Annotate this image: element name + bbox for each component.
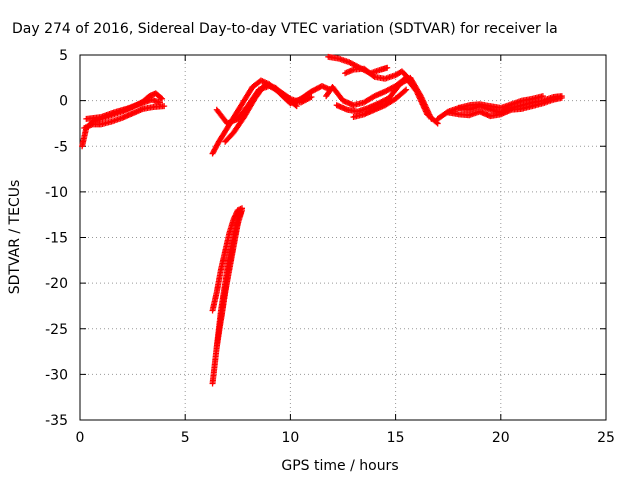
series-arc-18 — [217, 220, 241, 323]
data-series — [79, 53, 565, 387]
x-axis-label: GPS time / hours — [281, 458, 398, 474]
x-tick-label: 10 — [281, 430, 299, 446]
series-arc-3 — [83, 96, 163, 122]
data-point — [539, 93, 546, 100]
series-arc-9 — [325, 53, 391, 77]
x-tick-label: 0 — [76, 430, 85, 446]
y-tick-label: -20 — [45, 276, 68, 292]
y-tick-label: -30 — [45, 367, 68, 383]
x-tick-label: 20 — [492, 430, 510, 446]
axis-ticks: 0 5 10 15 20 25 5 0 -5 -10 -15 -20 -25 -30 -35 — [45, 48, 615, 446]
data-point — [234, 220, 241, 227]
y-tick-label: -5 — [54, 139, 68, 155]
data-point — [158, 94, 165, 101]
x-tick-label: 5 — [181, 430, 190, 446]
data-point — [308, 93, 315, 100]
data-point — [558, 94, 565, 101]
data-point — [384, 64, 391, 71]
y-tick-label: 0 — [59, 94, 68, 110]
chart-title: Day 274 of 2016, Sidereal Day-to-day VTE… — [12, 21, 558, 37]
series-arc-11 — [350, 86, 410, 121]
y-tick-label: -25 — [45, 322, 68, 338]
data-point — [401, 87, 408, 94]
y-tick-label: -35 — [45, 413, 68, 429]
data-point — [159, 95, 166, 102]
series-arc-6 — [222, 81, 300, 145]
data-point — [156, 99, 163, 106]
data-point — [428, 115, 435, 122]
y-tick-label: -10 — [45, 185, 68, 201]
y-axis-label: SDTVAR / TECUs — [7, 180, 23, 295]
data-point — [403, 86, 410, 93]
series-arc-14 — [455, 93, 546, 111]
data-point — [405, 74, 412, 81]
data-point — [307, 94, 314, 101]
series-arc-8 — [333, 74, 435, 122]
y-tick-label: -15 — [45, 231, 68, 247]
series-arc-2 — [81, 103, 168, 131]
data-point — [292, 102, 299, 109]
data-point — [370, 72, 377, 79]
series-arc-10 — [342, 65, 412, 82]
series-arc-13 — [445, 94, 565, 120]
y-tick-label: 5 — [59, 48, 68, 64]
data-point — [161, 103, 168, 110]
data-point — [239, 207, 246, 214]
x-tick-label: 15 — [387, 430, 405, 446]
series-arc-15 — [209, 205, 246, 314]
data-point — [404, 73, 411, 80]
x-tick-label: 25 — [597, 430, 615, 446]
data-point — [293, 103, 300, 110]
data-point — [433, 119, 440, 126]
